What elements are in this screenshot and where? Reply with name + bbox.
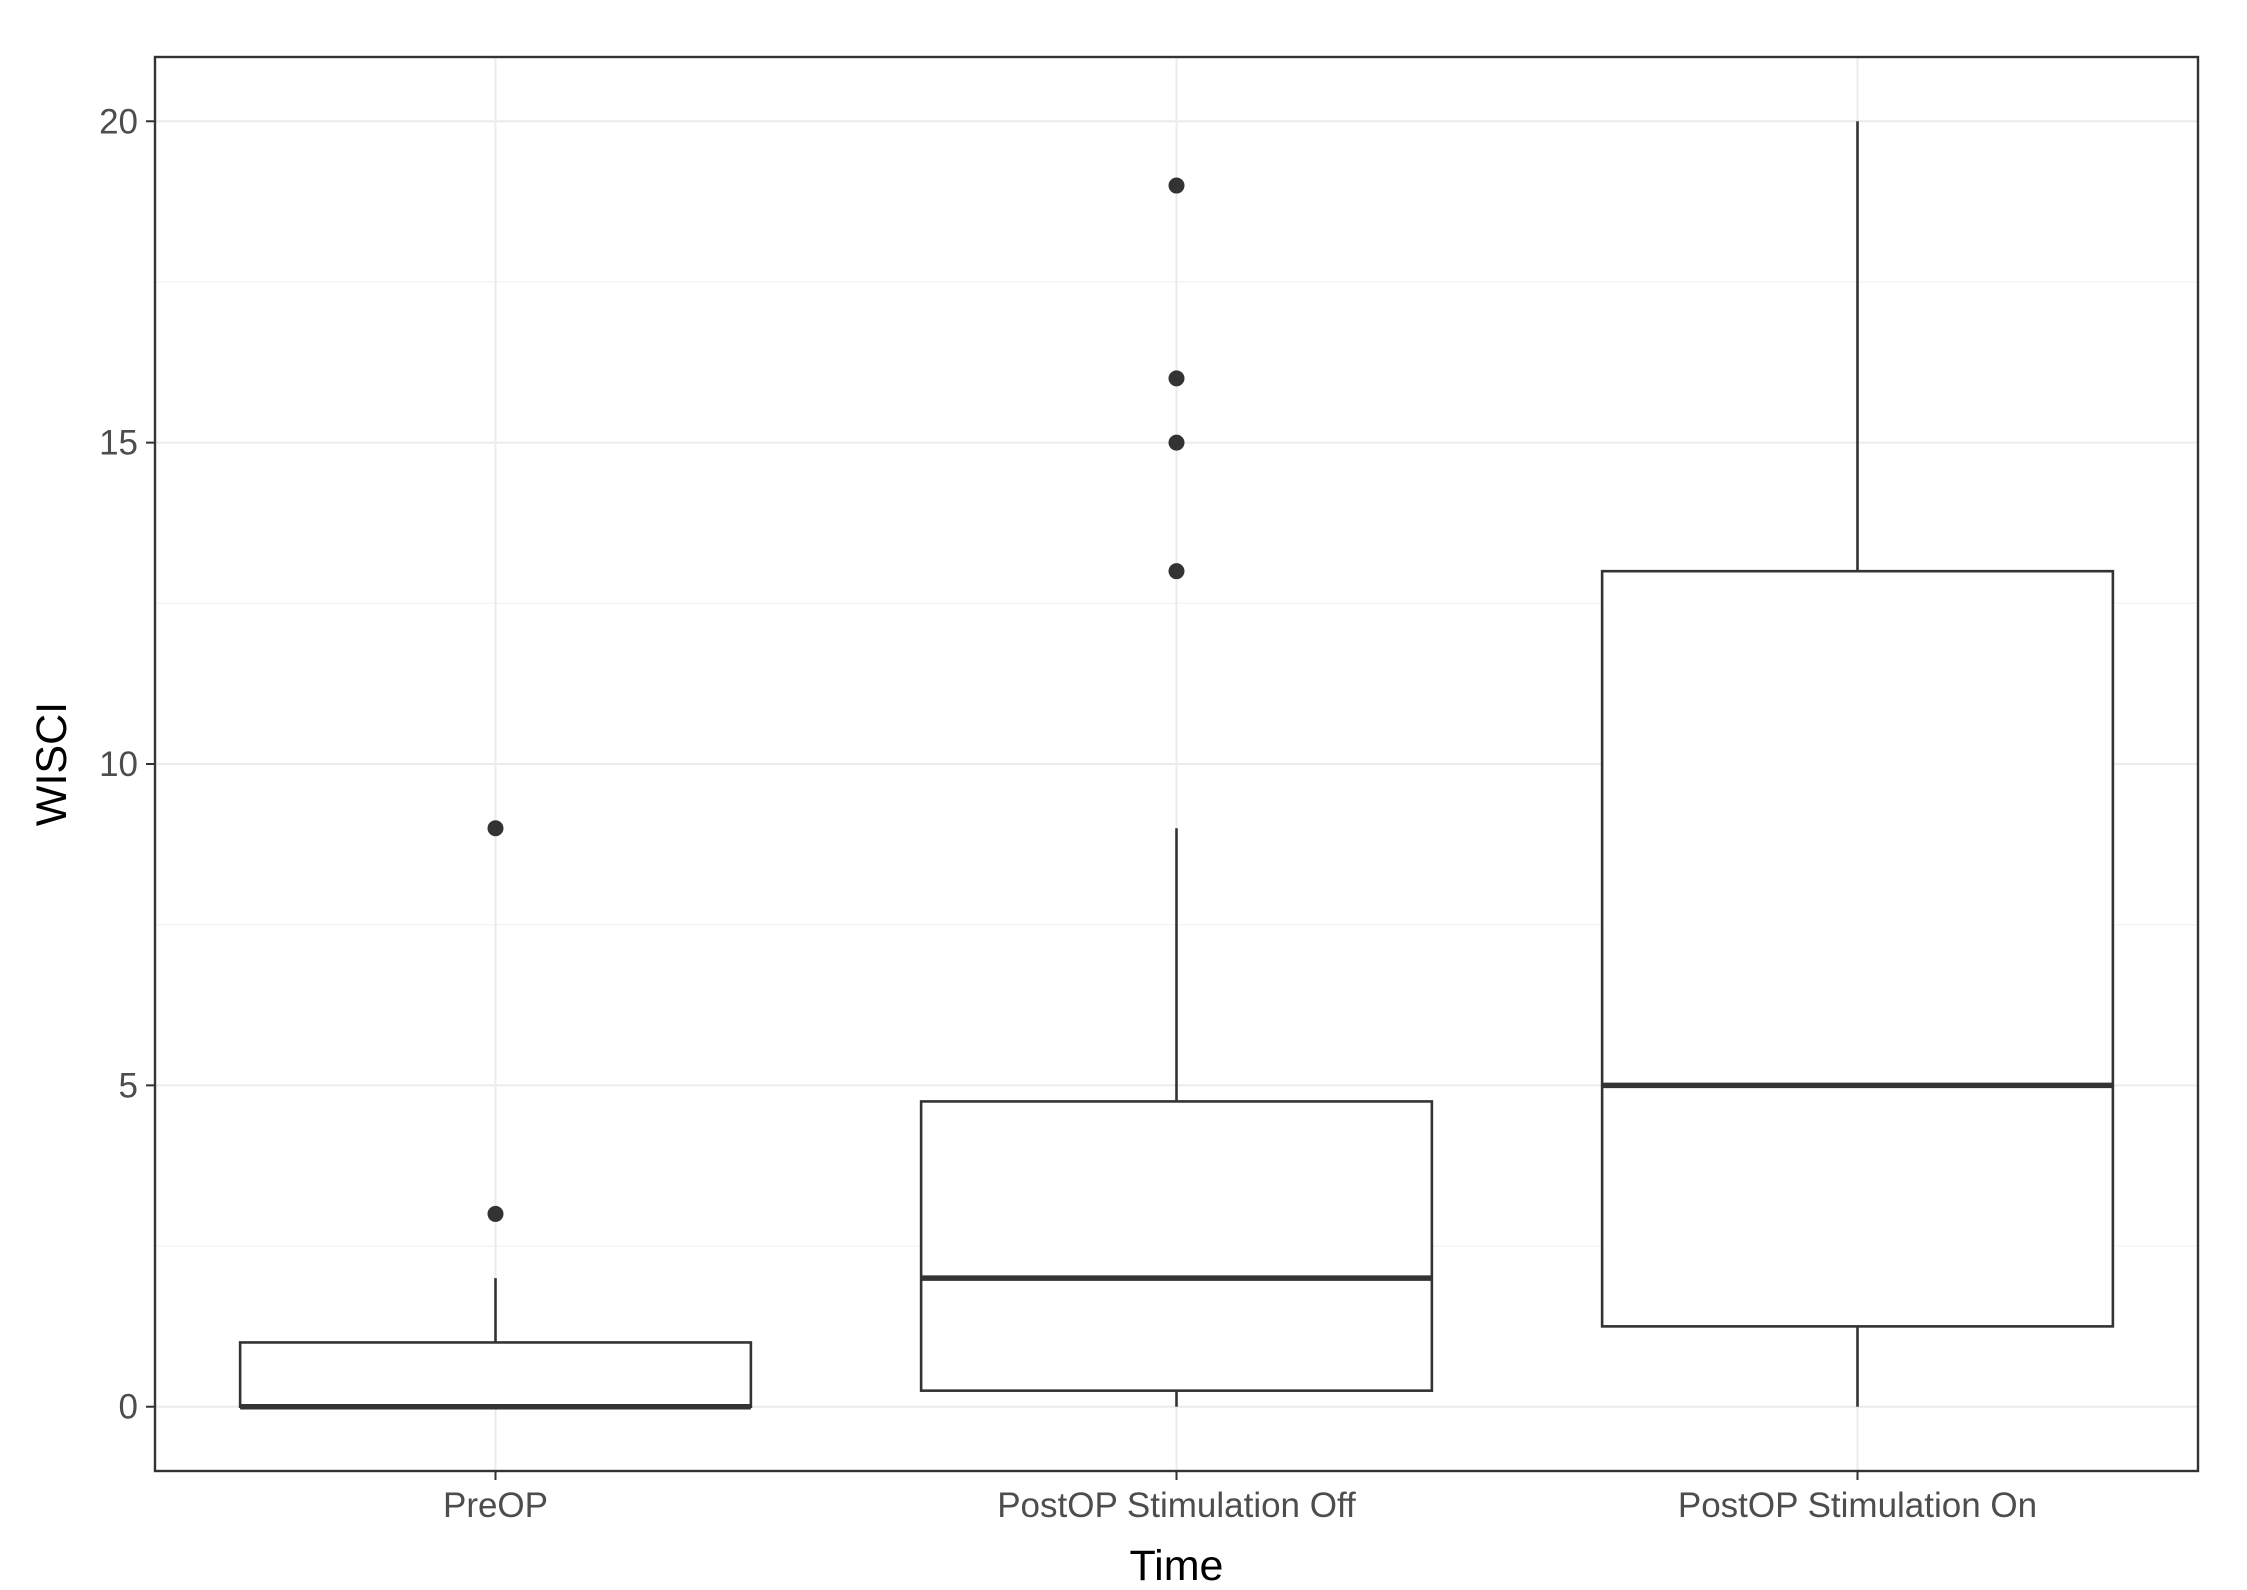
iqr-box [1600,569,2115,1328]
y-axis-title: WISCI [28,702,76,826]
x-tick-label: PostOP Stimulation Off [997,1486,1356,1525]
y-tick-label: 5 [119,1066,138,1105]
iqr-box [238,1341,753,1409]
box-postop-stimulation-off [919,177,1434,1407]
outlier-point [1168,177,1185,194]
box-postop-stimulation-on [1600,121,2115,1407]
x-tick-label: PostOP Stimulation On [1678,1486,2037,1525]
y-tick-label: 15 [99,424,138,463]
box-preop [238,820,753,1410]
boxplot-series [238,121,2115,1410]
x-axis-title: Time [1130,1542,1224,1590]
outlier-point [1168,370,1185,387]
y-tick-label: 20 [99,102,138,141]
iqr-box [919,1100,1434,1392]
y-axis: 0 5 10 15 20 [99,102,155,1427]
outlier-point [1168,563,1185,580]
y-tick-label: 0 [119,1388,138,1427]
outlier-point [1168,434,1185,451]
outlier-point [487,820,504,837]
y-tick-label: 10 [99,745,138,784]
x-axis: PreOP PostOP Stimulation Off PostOP Stimul… [443,1471,2037,1525]
x-tick-label: PreOP [443,1486,548,1525]
outlier-point [487,1205,504,1222]
